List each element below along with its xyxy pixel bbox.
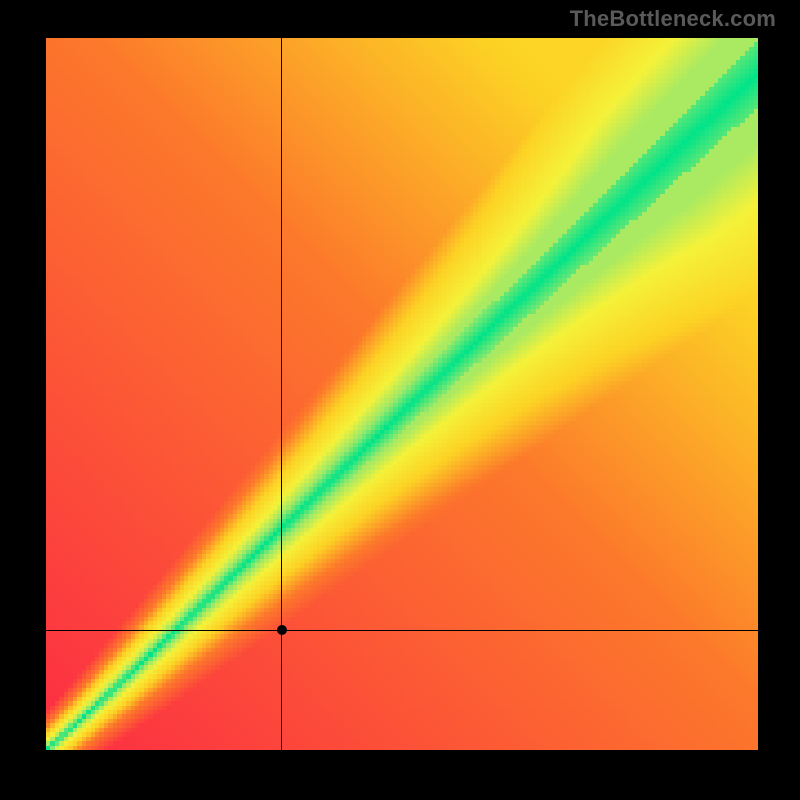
crosshair-horizontal (46, 630, 758, 631)
heatmap-canvas (46, 38, 758, 750)
marker-dot (277, 625, 287, 635)
crosshair-vertical (281, 38, 282, 750)
chart-container: TheBottleneck.com (0, 0, 800, 800)
watermark-text: TheBottleneck.com (570, 6, 776, 32)
